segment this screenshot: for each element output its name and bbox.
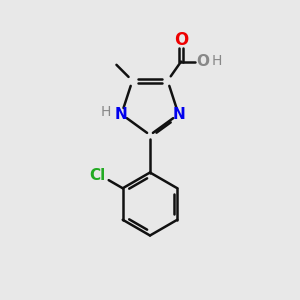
Text: O: O: [174, 31, 188, 49]
Text: N: N: [172, 107, 185, 122]
Text: N: N: [115, 107, 128, 122]
Text: H: H: [101, 105, 111, 119]
Text: Cl: Cl: [89, 168, 105, 183]
Text: H: H: [212, 54, 222, 68]
Text: O: O: [196, 54, 209, 69]
